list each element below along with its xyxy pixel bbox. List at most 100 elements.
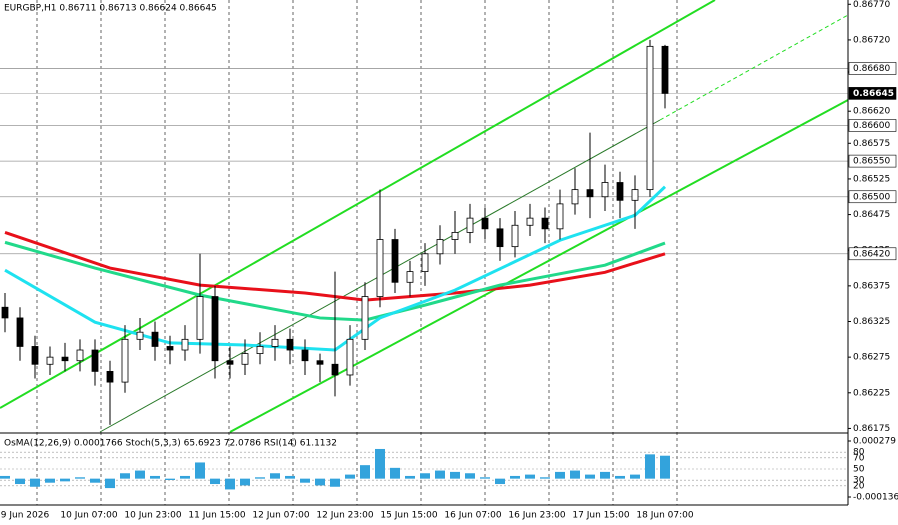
oscillator-level-label: 80 (853, 448, 865, 458)
osma-bar (630, 474, 640, 479)
channel-lower (229, 99, 849, 433)
osma-bar (645, 454, 655, 479)
osma-bar (555, 471, 565, 479)
osma-bar (660, 455, 670, 479)
price-level-box (848, 154, 897, 168)
osma-bar (165, 478, 175, 480)
x-tick-label: 16 Jun 23:00 (508, 511, 565, 521)
candle-body (121, 338, 129, 383)
osma-bar (210, 478, 220, 485)
osma-bar (600, 471, 610, 479)
price-level-label: 0.86645 (853, 89, 894, 99)
x-tick-label: 11 Jun 15:00 (188, 511, 245, 521)
osma-bar (90, 478, 100, 483)
candle-body (646, 45, 654, 191)
candle-body (286, 338, 294, 351)
osma-bar (390, 467, 400, 479)
y-tick-label: 0.86475 (853, 210, 890, 220)
osma-bar (420, 473, 430, 479)
candle-body (91, 349, 99, 372)
osma-bar (285, 475, 295, 479)
osma-bar (375, 448, 385, 479)
price-level-label: 0.86600 (853, 121, 890, 131)
candle-body (601, 182, 609, 198)
y-tick-label: 0.86375 (853, 281, 890, 291)
osma-bar (330, 478, 340, 487)
y-tick-label: 0.86525 (853, 174, 890, 184)
candle-body (196, 296, 204, 340)
osma-bar (525, 474, 535, 479)
osma-bar (30, 478, 40, 487)
osma-bar (60, 478, 70, 482)
osma-bar (570, 470, 580, 479)
candle-body (586, 189, 594, 198)
osma-bar (45, 478, 55, 483)
price-level-box (848, 247, 897, 261)
osma-bar (135, 470, 145, 479)
osma-bar (465, 473, 475, 479)
osma-bar (480, 477, 490, 479)
osma-bar (15, 478, 25, 485)
candle-body (31, 346, 39, 365)
candle-body (136, 331, 144, 340)
osma-bar (180, 475, 190, 479)
candle-body (1, 306, 9, 319)
candle-body (496, 228, 504, 248)
candle-body (436, 239, 444, 255)
candle-body (376, 239, 384, 297)
candle-body (331, 363, 339, 376)
osma-bar (150, 475, 160, 479)
osma-bar (345, 474, 355, 479)
oscillator-level-label: 70 (853, 453, 865, 463)
price-level-box (848, 62, 897, 75)
price-level-box (848, 87, 897, 100)
osma-bar (540, 477, 550, 479)
osma-bar (255, 477, 265, 479)
osma-bar (435, 470, 445, 479)
candle-body (631, 189, 639, 201)
x-tick-label: 18 Jun 07:00 (636, 511, 693, 521)
price-level-box (848, 119, 897, 132)
candle-body (46, 356, 54, 365)
candle-body (106, 371, 114, 383)
candle-body (226, 360, 234, 365)
candle-body (271, 338, 279, 347)
osma-bar (300, 478, 310, 483)
oscillator-level-label: 50 (853, 465, 865, 475)
candle-body (571, 189, 579, 205)
y-tick-label: 0.86770 (853, 0, 890, 10)
osma-bar (315, 478, 325, 486)
x-tick-label: 10 Jun 07:00 (60, 511, 117, 521)
indicator-tick-label: -0.000136 (853, 493, 898, 503)
y-tick-label: 0.86225 (853, 388, 890, 398)
x-tick-label: 12 Jun 07:00 (252, 511, 309, 521)
osma-bar (225, 478, 235, 490)
osma-bar (510, 475, 520, 479)
indicator-tick-label: 0.000279 (853, 437, 896, 447)
candle-body (511, 224, 519, 248)
osma-bar (120, 473, 130, 479)
candle-body (181, 338, 189, 351)
y-tick-label: 0.86325 (853, 317, 890, 327)
osma-bar (450, 471, 460, 479)
osma-bar (585, 474, 595, 479)
candle-body (541, 217, 549, 230)
candle-body (661, 45, 669, 94)
osma-bar (270, 473, 280, 479)
channel-upper (0, 0, 716, 409)
y-tick-label: 0.86275 (853, 353, 890, 363)
osma-bar (105, 478, 115, 489)
candle-body (76, 349, 84, 362)
candle-body (301, 349, 309, 362)
x-tick-label: 17 Jun 15:00 (572, 511, 629, 521)
price-level-label: 0.86420 (853, 249, 890, 259)
indicator-title: OsMA(12,26,9) 0.0001766 Stoch(5,3,3) 65.… (4, 439, 337, 449)
candle-body (481, 217, 489, 230)
osma-bar (240, 478, 250, 486)
oscillator-level-label: 30 (853, 476, 865, 486)
candle-body (616, 182, 624, 201)
price-level-label: 0.86500 (853, 192, 890, 202)
x-tick-label: 16 Jun 07:00 (444, 511, 501, 521)
